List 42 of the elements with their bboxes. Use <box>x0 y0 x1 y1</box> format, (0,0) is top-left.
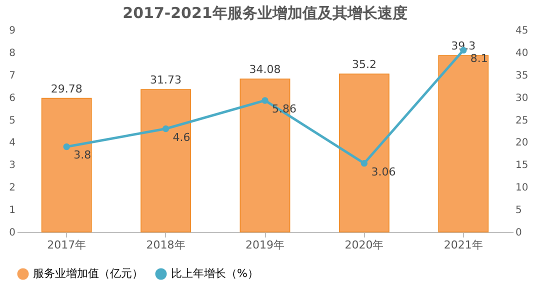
y-tick-label: 8 <box>9 48 16 59</box>
data-label: 3.8 <box>74 148 92 162</box>
y-tick-label: 0 <box>9 228 16 238</box>
x-tick-label: 2019年 <box>246 238 284 252</box>
x-tick-label: 2020年 <box>344 238 384 252</box>
legend-label: 服务业增加值（亿元） <box>33 267 143 280</box>
x-tick-label: 2017年 <box>47 238 86 252</box>
y-tick-label: 2 <box>9 182 16 194</box>
point <box>162 125 170 132</box>
y2-tick-label: 5 <box>516 205 522 216</box>
data-label: 8.1 <box>470 52 488 66</box>
y2-tick-label: 30 <box>516 92 528 104</box>
x-tick-label: 2021年 <box>444 238 483 252</box>
data-label: 31.73 <box>150 74 182 87</box>
data-label: 34.08 <box>249 63 281 76</box>
y2-tick-label: 35 <box>516 70 528 82</box>
y2-tick-label: 25 <box>516 115 528 126</box>
y2-tick-label: 40 <box>516 48 528 59</box>
y-tick-label: 7 <box>9 70 16 82</box>
legend-label: 比上年增长（%） <box>171 267 258 280</box>
data-label: 35.2 <box>352 58 376 71</box>
point <box>360 160 368 167</box>
y-tick-label: 3 <box>9 160 16 172</box>
bar <box>140 89 191 232</box>
y2-tick-label: 10 <box>516 182 528 194</box>
point <box>262 97 268 104</box>
data-label: 4.6 <box>172 130 190 144</box>
bar <box>438 55 489 232</box>
y-tick-label: 1 <box>9 205 16 216</box>
y-tick-label: 5 <box>9 115 16 126</box>
y2-tick-label: 15 <box>516 160 528 172</box>
chart-title: 2017-2021年服务业增加值及其增长速度 <box>122 4 408 22</box>
data-label: 29.78 <box>50 82 82 96</box>
y-tick-label: 4 <box>9 138 16 149</box>
y2-tick-label: 0 <box>516 228 522 238</box>
point <box>63 143 70 150</box>
y2-tick-label: 20 <box>516 138 528 149</box>
bar <box>41 98 92 232</box>
y-tick-label: 9 <box>9 26 16 36</box>
x-tick-label: 2018年 <box>146 238 186 252</box>
y2-tick-label: 45 <box>516 26 528 36</box>
y-tick-label: 6 <box>9 92 16 104</box>
